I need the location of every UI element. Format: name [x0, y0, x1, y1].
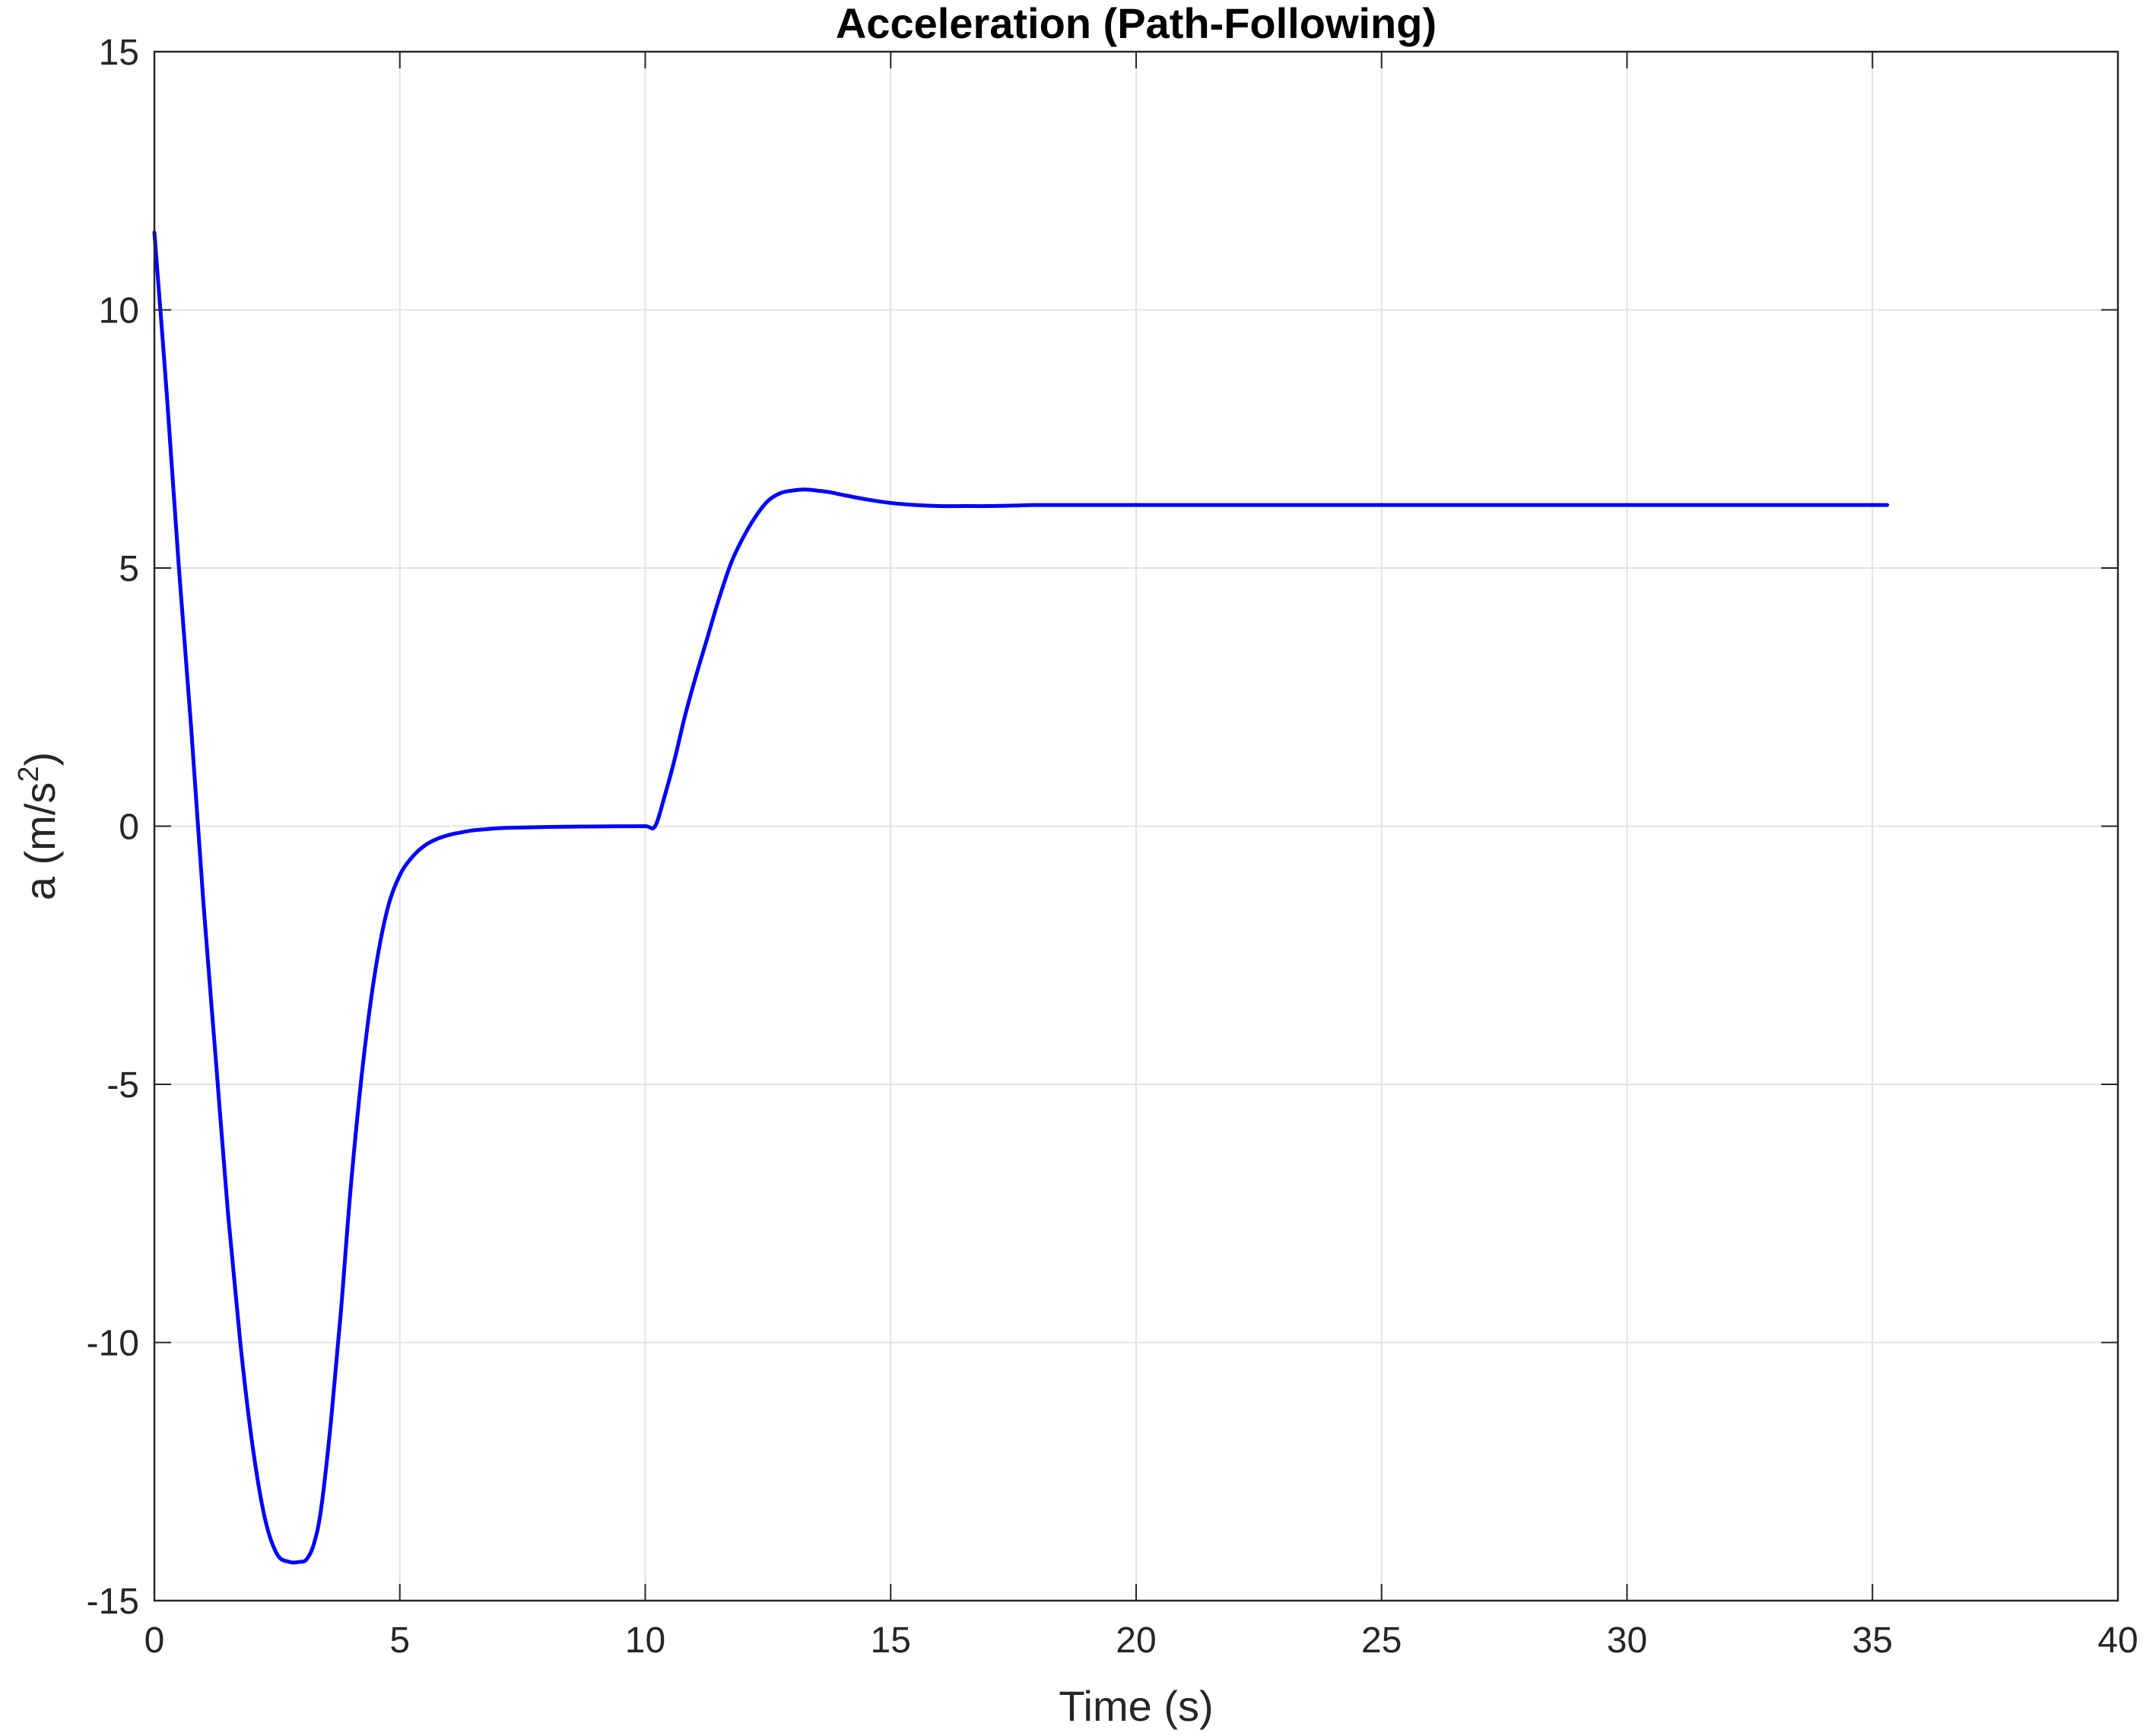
x-tick-label: 40	[2097, 1620, 2138, 1661]
x-tick-labels: 0 5 10 15 20 25 30 35 40	[144, 1620, 2138, 1661]
tick-marks	[154, 51, 2119, 1601]
y-tick-label: -5	[106, 1065, 139, 1106]
y-tick-label: -15	[87, 1582, 139, 1622]
y-tick-label: 10	[99, 291, 139, 332]
y-axis-title-superscript: 2	[13, 766, 45, 782]
y-tick-labels: -15 -10 -5 0 5 10 15	[87, 33, 139, 1622]
y-axis-title-base: a (m/s	[16, 782, 64, 901]
plot-area	[152, 230, 1890, 1565]
x-tick-label: 20	[1116, 1620, 1156, 1661]
y-tick-label: 0	[119, 808, 139, 848]
x-tick-label: 10	[625, 1620, 665, 1661]
x-tick-label: 0	[144, 1620, 165, 1661]
y-axis-title: a (m/s2)	[13, 752, 64, 900]
y-tick-label: -10	[87, 1324, 139, 1364]
x-tick-label: 35	[1853, 1620, 1893, 1661]
y-tick-label: 5	[119, 549, 139, 589]
chart-title: Acceleration (Path-Following)	[836, 0, 1437, 47]
x-tick-label: 15	[871, 1620, 911, 1661]
x-tick-label: 25	[1361, 1620, 1402, 1661]
x-tick-label: 5	[389, 1620, 410, 1661]
y-axis-title-close: )	[16, 752, 64, 766]
x-tick-label: 30	[1607, 1620, 1647, 1661]
grid	[154, 52, 2118, 1601]
series-line-0	[152, 230, 1890, 1565]
y-tick-label: 15	[99, 33, 139, 73]
x-axis-title: Time (s)	[1059, 1682, 1213, 1730]
